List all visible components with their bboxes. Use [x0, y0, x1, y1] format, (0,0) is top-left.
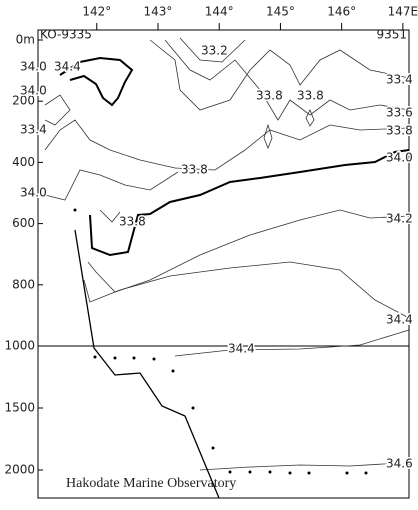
- y-tick-label: 0m: [16, 33, 35, 47]
- contour-label: 33.8: [386, 124, 413, 138]
- contour-line: [305, 109, 315, 127]
- station-start: KO-9335: [40, 28, 92, 42]
- contour-label: 33.8: [181, 163, 208, 177]
- contour-label: 33.8: [119, 215, 146, 229]
- contour-label: 34.4: [228, 342, 255, 356]
- contour-line: [83, 261, 410, 319]
- x-tick-label: 145°: [266, 5, 295, 19]
- x-tick-label: 142°: [82, 5, 111, 19]
- contour-label: 33.2: [201, 44, 228, 58]
- y-tick-label: 600: [12, 216, 35, 230]
- contour-line: [87, 209, 410, 293]
- x-tick-label: 147E: [388, 5, 418, 19]
- station-end: 9351: [376, 28, 407, 42]
- x-tick-label: 146°: [327, 5, 356, 19]
- contour-line: [263, 123, 273, 150]
- plot-frame: [37, 29, 410, 499]
- contour-label: 34.0: [386, 151, 413, 165]
- contour-line: [199, 462, 401, 471]
- contours: [44, 37, 410, 471]
- contour-line: [179, 37, 246, 63]
- contour-label: 34.4: [54, 60, 81, 74]
- contour-label: 33.8: [297, 89, 324, 103]
- contour-line: [164, 39, 410, 121]
- contour-line: [59, 56, 134, 107]
- contour-label: 33.4: [20, 123, 47, 137]
- contour-label: 34.6: [386, 457, 413, 471]
- contour-line: [99, 209, 121, 223]
- contour-line: [149, 39, 410, 111]
- x-tick-label: 144°: [205, 5, 234, 19]
- contour-label: 33.6: [386, 106, 413, 120]
- sea-floor: [74, 229, 220, 499]
- y-tick-label: 1500: [4, 401, 35, 415]
- contour-line: [44, 119, 410, 171]
- y-tick-label: 1000: [4, 339, 35, 353]
- y-tick-label: 200: [12, 94, 35, 108]
- sample-points: [73, 208, 368, 475]
- contour-label: 34.0: [20, 84, 47, 98]
- contour-line: [44, 169, 179, 201]
- y-tick-label: 2000: [4, 463, 35, 477]
- contour-label: 34.2: [386, 212, 413, 226]
- x-tick-label: 143°: [144, 5, 173, 19]
- contour-line: [89, 149, 410, 257]
- credit: Hakodate Marine Observatory: [66, 476, 236, 491]
- y-tick-label: 400: [12, 155, 35, 169]
- contour-label: 34.4: [386, 313, 413, 327]
- contour-line: [174, 329, 410, 357]
- y-tick-label: 800: [12, 277, 35, 291]
- contour-label: 34.0: [20, 186, 47, 200]
- contour-label: 33.4: [386, 73, 413, 87]
- contour-line: [44, 94, 71, 126]
- contour-label: 34.0: [20, 60, 47, 74]
- contour-label: 33.8: [256, 89, 283, 103]
